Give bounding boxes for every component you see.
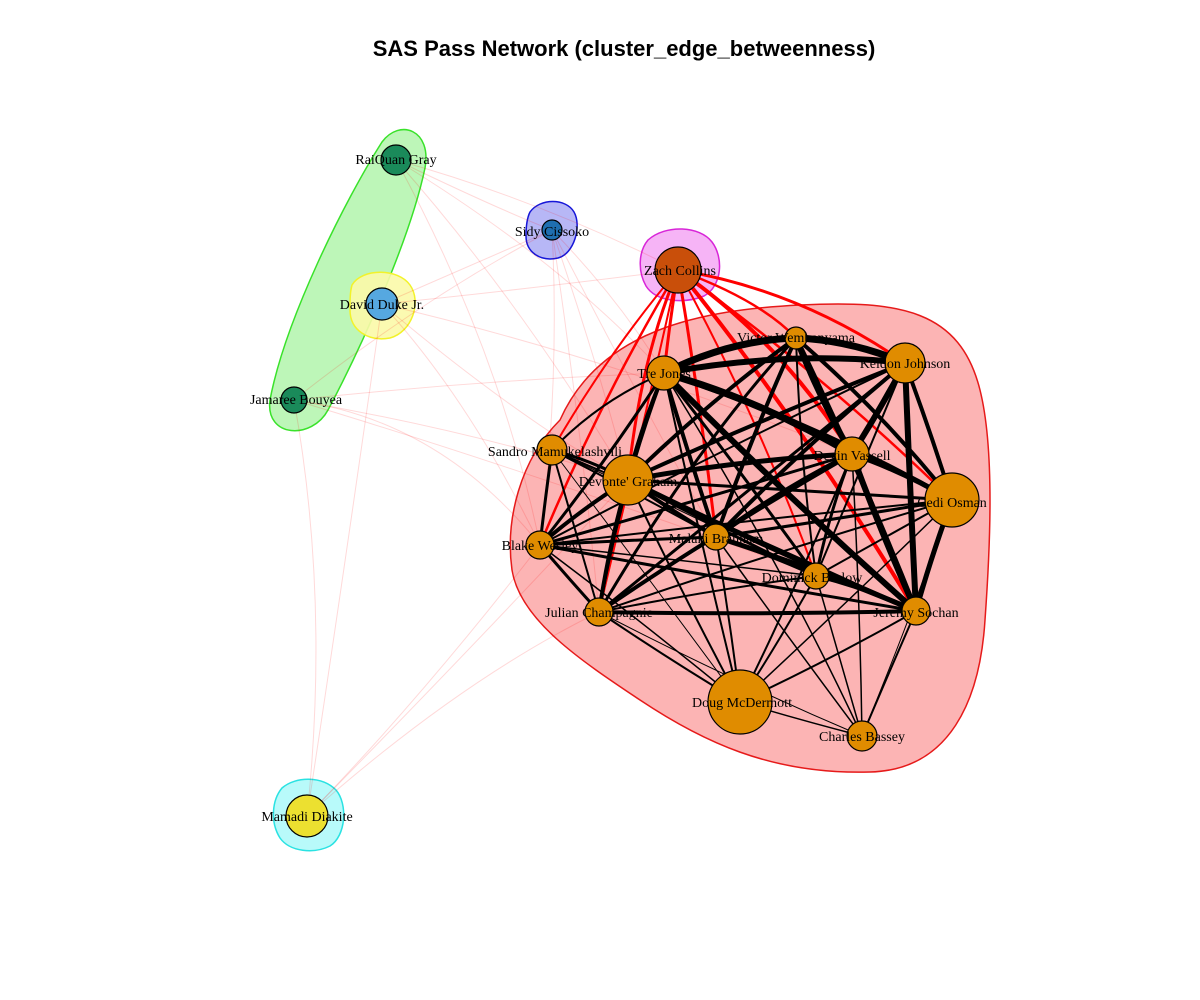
node-sidy-cissoko[interactable] (541, 219, 563, 241)
chart-title: SAS Pass Network (cluster_edge_betweenne… (372, 36, 876, 61)
label-sandro-mamukelashvili: Sandro Mamukelashvili (488, 445, 622, 460)
node-zach-collins[interactable] (654, 246, 702, 294)
node-labels: RaiQuan Gray David Duke Jr. Jamaree Bouy… (250, 153, 987, 825)
node-julian-champagnie[interactable] (584, 597, 614, 627)
hull-green-cluster (269, 128, 427, 432)
node-dominick-barlow[interactable] (802, 562, 830, 590)
label-doug-mcdermott: Doug McDermott (692, 696, 792, 711)
label-blake-wesley: Blake Wesley (502, 539, 579, 554)
node-david-duke-jr[interactable] (365, 287, 399, 321)
node-devonte-graham[interactable] (602, 454, 654, 506)
label-dominick-barlow: Dominick Barlow (762, 571, 864, 586)
label-raiquan-gray: RaiQuan Gray (355, 153, 436, 168)
label-jeremy-sochan: Jeremy Sochan (873, 606, 958, 621)
node-jamaree-bouyea[interactable] (280, 386, 308, 414)
label-jamaree-bouyea: Jamaree Bouyea (250, 393, 343, 408)
node-cedi-osman[interactable] (924, 472, 980, 528)
label-malaki-branham: Malaki Branham (669, 532, 764, 547)
label-zach-collins: Zach Collins (644, 264, 716, 279)
node-victor-wembanyama[interactable] (784, 326, 808, 350)
zach-inter-edges (538, 268, 953, 613)
node-tre-jones[interactable] (646, 355, 682, 391)
label-devonte-graham: Devonte' Graham (579, 475, 678, 490)
node-sandro-mamukelashvili[interactable] (536, 434, 568, 466)
node-devin-vassell[interactable] (834, 436, 870, 472)
label-victor-wembanyama: Victor Wembanyama (737, 331, 856, 346)
label-keldon-johnson: Keldon Johnson (860, 357, 951, 372)
node-keldon-johnson[interactable] (884, 342, 926, 384)
node-raiquan-gray[interactable] (380, 144, 412, 176)
node-malaki-branham[interactable] (702, 523, 730, 551)
label-cedi-osman: Cedi Osman (917, 496, 987, 511)
label-mamadi-diakite: Mamadi Diakite (261, 810, 352, 825)
label-charles-bassey: Charles Bassey (819, 730, 905, 745)
label-julian-champagnie: Julian Champagnie (545, 606, 653, 621)
node-blake-wesley[interactable] (525, 530, 555, 560)
node-mamadi-diakite[interactable] (285, 794, 329, 838)
node-charles-bassey[interactable] (846, 720, 878, 752)
node-doug-mcdermott[interactable] (707, 669, 773, 735)
label-sidy-cissoko: Sidy Cissoko (515, 225, 589, 240)
label-tre-jones: Tre Jones (637, 367, 691, 382)
label-devin-vassell: Devin Vassell (813, 449, 890, 464)
nodes (280, 144, 980, 838)
node-jeremy-sochan[interactable] (901, 596, 931, 626)
label-david-duke-jr: David Duke Jr. (340, 298, 424, 313)
